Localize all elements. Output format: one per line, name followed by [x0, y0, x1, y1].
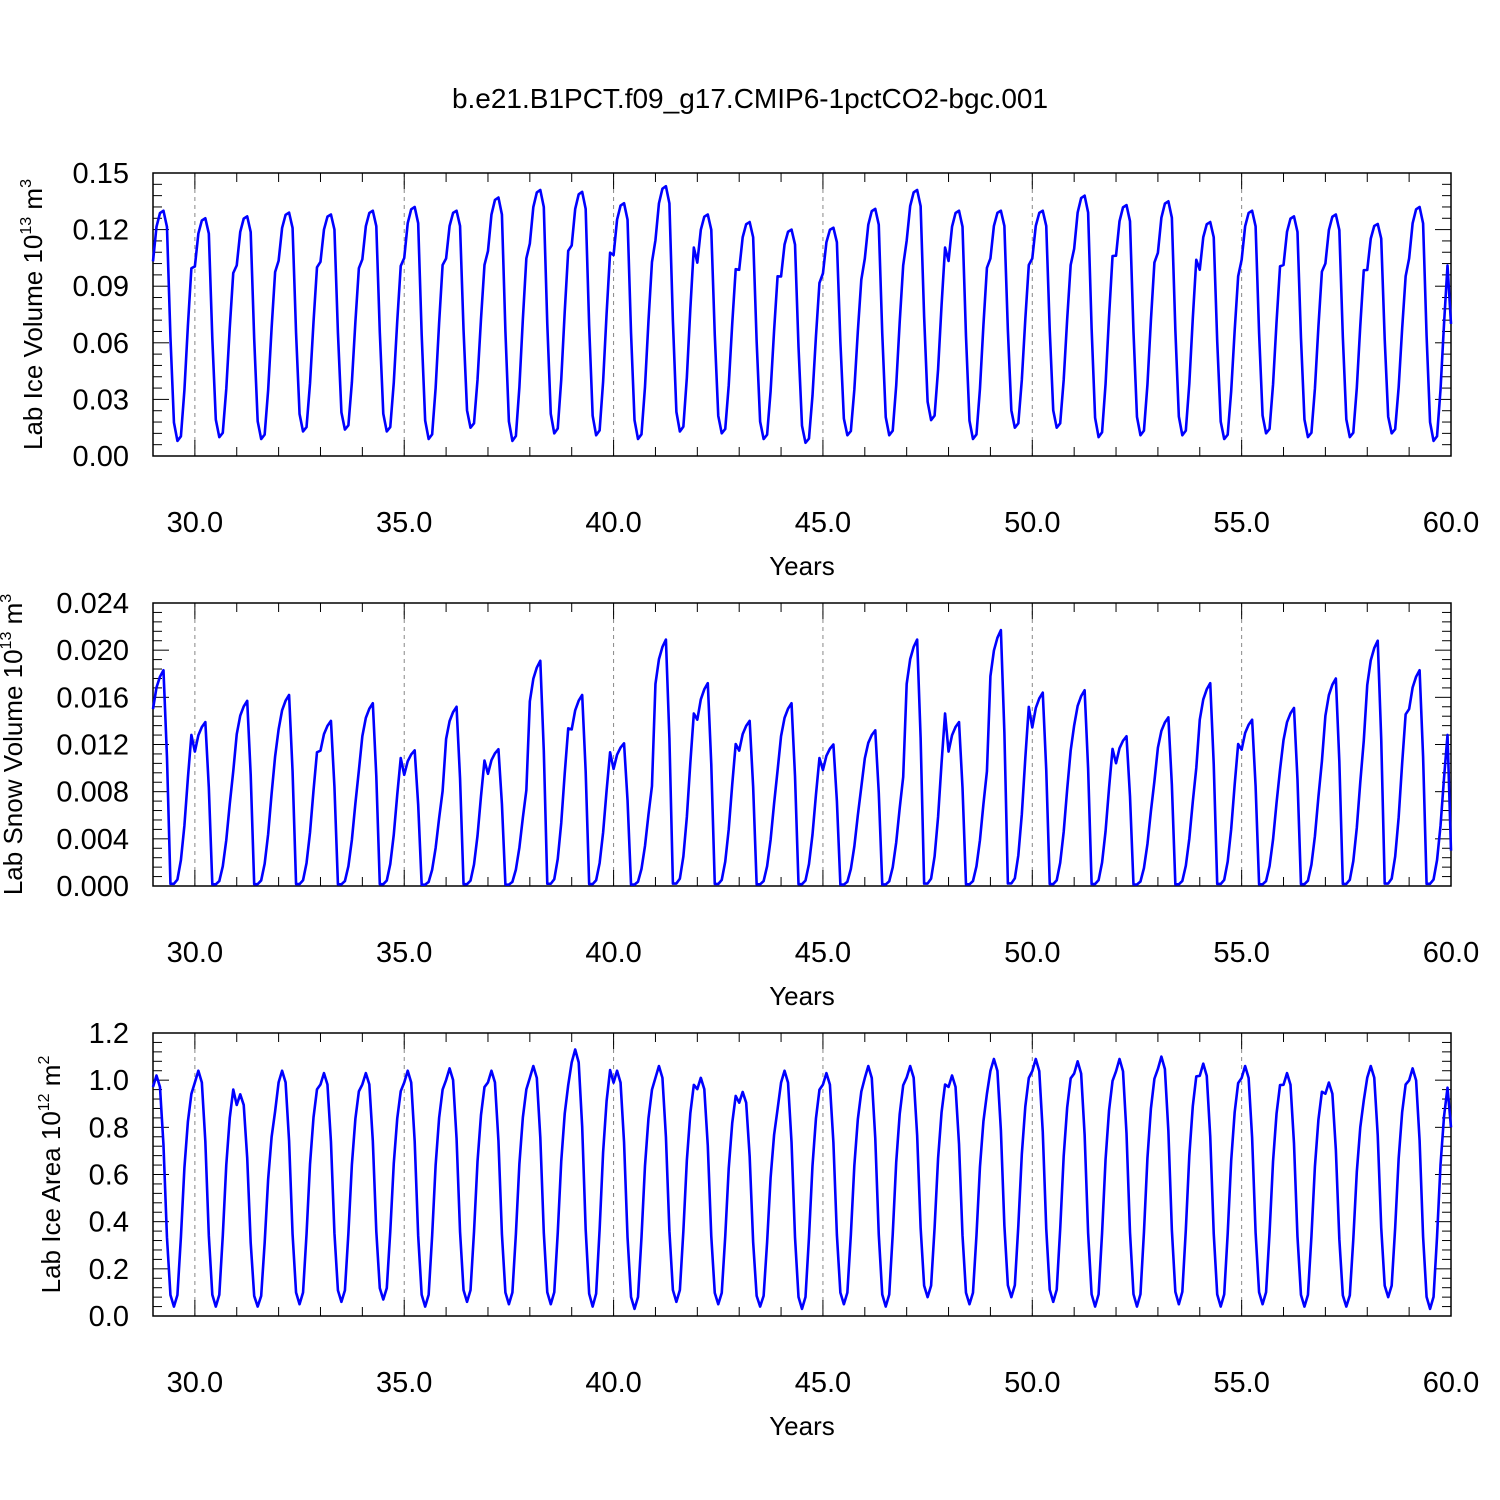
ice-volume-y-tick-label: 0.09 — [73, 271, 129, 303]
ice-area-y-axis-title: Lab Ice Area 1012 m2 — [36, 1056, 66, 1294]
ice-volume-x-tick-label: 45.0 — [795, 507, 851, 539]
ice-area-y-tick-label: 0.6 — [89, 1160, 129, 1192]
ice-volume-y-tick-label: 0.12 — [73, 215, 129, 247]
ice-volume-x-tick-label: 55.0 — [1213, 507, 1269, 539]
ice-area-x-tick-label: 35.0 — [376, 1367, 432, 1399]
ice-area-x-axis-title: Years — [769, 1411, 835, 1441]
snow-volume-x-tick-label: 55.0 — [1213, 937, 1269, 969]
snow-volume-y-tick-label: 0.000 — [56, 871, 129, 903]
ice-area-series-line — [151, 1048, 1453, 1311]
ice-volume-x-tick-label: 35.0 — [376, 507, 432, 539]
ice-volume-y-tick-label: 0.15 — [73, 158, 129, 190]
snow-volume-y-tick-label: 0.004 — [56, 824, 129, 856]
ice-volume-y-tick-label: 0.06 — [73, 328, 129, 360]
ice-area-y-tick-label: 0.8 — [89, 1112, 129, 1144]
ice-area-y-tick-label: 0.0 — [89, 1301, 129, 1333]
ice-area-x-tick-label: 40.0 — [585, 1367, 641, 1399]
snow-volume-plot-frame — [152, 602, 1452, 887]
ice-area-plot-frame — [152, 1032, 1452, 1317]
ice-volume-y-tick-label: 0.03 — [73, 384, 129, 416]
snow-volume-y-tick-label: 0.024 — [56, 588, 129, 620]
ice-area-y-tick-label: 0.4 — [89, 1207, 129, 1239]
ice-volume-x-axis-title: Years — [769, 551, 835, 581]
snow-volume-x-tick-label: 35.0 — [376, 937, 432, 969]
figure-title: b.e21.B1PCT.f09_g17.CMIP6-1pctCO2-bgc.00… — [452, 83, 1048, 114]
ice-volume-x-tick-label: 40.0 — [585, 507, 641, 539]
snow-volume-y-tick-label: 0.008 — [56, 777, 129, 809]
ice-area-y-tick-label: 1.0 — [89, 1065, 129, 1097]
snow-volume-x-tick-label: 60.0 — [1423, 937, 1479, 969]
ice-area-panel: 0.0 0.2 0.4 0.6 0.8 1.0 1.2 30.0 35.0 40.0 45.0 50.… — [36, 1018, 1479, 1441]
ice-volume-y-axis-title: Lab Ice Volume 1013 m3 — [18, 179, 48, 450]
ice-volume-series-line — [151, 184, 1453, 445]
snow-volume-x-tick-label: 50.0 — [1004, 937, 1060, 969]
snow-volume-series-line — [151, 628, 1453, 886]
ice-area-x-tick-label: 55.0 — [1213, 1367, 1269, 1399]
ice-area-x-tick-label: 45.0 — [795, 1367, 851, 1399]
snow-volume-x-tick-label: 40.0 — [585, 937, 641, 969]
ice-area-x-tick-label: 60.0 — [1423, 1367, 1479, 1399]
snow-volume-y-tick-label: 0.020 — [56, 635, 129, 667]
ice-volume-x-tick-label: 50.0 — [1004, 507, 1060, 539]
ice-area-y-tick-label: 1.2 — [89, 1018, 129, 1050]
ice-area-x-tick-label: 50.0 — [1004, 1367, 1060, 1399]
snow-volume-y-axis-title: Lab Snow Volume 1013 m3 — [0, 594, 28, 895]
ice-area-x-tick-label: 30.0 — [167, 1367, 223, 1399]
snow-volume-y-tick-label: 0.016 — [56, 682, 129, 714]
snow-volume-panel: 0.000 0.004 0.008 0.012 0.016 0.020 0.024 30.0 3… — [0, 588, 1479, 1011]
ice-volume-panel: 0.00 0.03 0.06 0.09 0.12 0.15 30.0 35.0 40.0 45.0… — [18, 158, 1479, 581]
ice-area-y-tick-label: 0.2 — [89, 1254, 129, 1286]
snow-volume-x-tick-label: 45.0 — [795, 937, 851, 969]
ice-volume-y-tick-label: 0.00 — [73, 441, 129, 473]
snow-volume-x-tick-label: 30.0 — [167, 937, 223, 969]
ice-volume-x-tick-label: 60.0 — [1423, 507, 1479, 539]
snow-volume-x-axis-title: Years — [769, 981, 835, 1011]
ice-volume-x-tick-label: 30.0 — [167, 507, 223, 539]
snow-volume-y-tick-label: 0.012 — [56, 730, 129, 762]
